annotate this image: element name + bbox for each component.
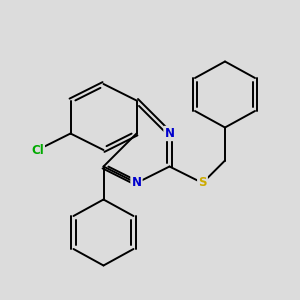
Text: S: S	[198, 176, 207, 190]
Text: N: N	[131, 176, 142, 190]
Text: N: N	[164, 127, 175, 140]
Text: Cl: Cl	[31, 143, 44, 157]
